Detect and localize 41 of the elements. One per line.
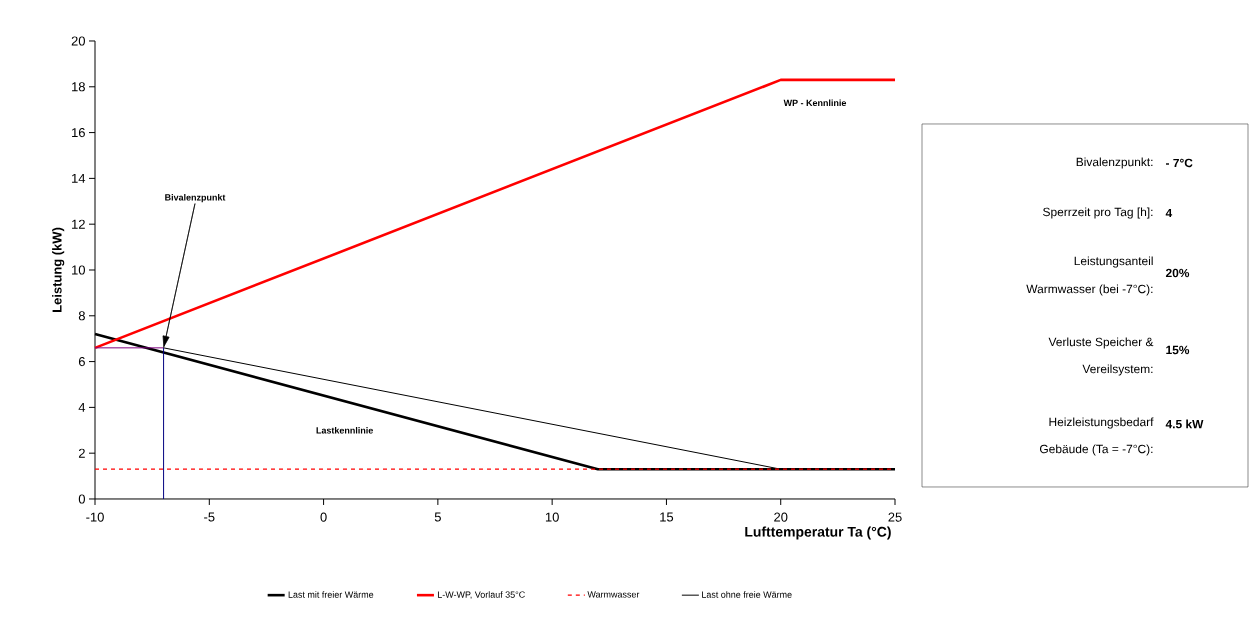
y-tick-label: 14 bbox=[72, 173, 86, 183]
y-tick-label: 6 bbox=[78, 357, 85, 367]
x-tick-label: -10 bbox=[86, 512, 104, 522]
y-tick-label: 20 bbox=[71, 36, 85, 46]
annotation: Bivalenzpunkt bbox=[165, 194, 226, 203]
text: Verluste Speicher & bbox=[1048, 337, 1154, 349]
legend-label: Last mit freier Wärme bbox=[288, 591, 374, 598]
x-tick-label: 20 bbox=[774, 512, 788, 522]
text: 20% bbox=[1165, 268, 1190, 278]
text: Gebäude (Ta = -7°C): bbox=[1040, 444, 1153, 456]
x-axis-title: Lufttemperatur Ta (°C) bbox=[745, 526, 891, 540]
x-tick-label: 25 bbox=[888, 512, 902, 522]
y-tick-label: 4 bbox=[78, 402, 86, 412]
annotation: WP - Kennlinie bbox=[783, 99, 847, 107]
y-tick-label: 2 bbox=[78, 448, 85, 458]
y-tick-label: 10 bbox=[72, 265, 85, 275]
y-tick-label: 12 bbox=[72, 219, 85, 229]
y-tick-label: 8 bbox=[78, 311, 85, 321]
x-tick-label: -5 bbox=[204, 512, 215, 522]
y-axis-title: Leistung (kW) bbox=[52, 227, 65, 312]
annotation: Lastkennlinie bbox=[316, 426, 373, 434]
y-tick-label: 18 bbox=[72, 82, 85, 92]
text: Leistungsanteil bbox=[1074, 256, 1153, 268]
y-tick-label: 0 bbox=[78, 494, 85, 504]
legend-label: Last ohne freie Wärme bbox=[702, 591, 792, 598]
text: 4.5 kW bbox=[1165, 419, 1204, 429]
legend-label: Warmwasser bbox=[587, 591, 640, 598]
text: Heizleistungsbedarf bbox=[1049, 417, 1154, 429]
text: Sperrzeit pro Tag [h]: bbox=[1043, 207, 1153, 219]
x-tick-label: 10 bbox=[545, 512, 559, 522]
x-tick-label: 15 bbox=[660, 512, 674, 522]
x-tick-label: 5 bbox=[434, 512, 441, 522]
text: Vereilsystem: bbox=[1082, 364, 1153, 376]
y-tick-label: 16 bbox=[72, 127, 85, 138]
x-tick-label: 0 bbox=[320, 512, 327, 522]
text: Warmwasser (bei -7°C): bbox=[1026, 284, 1153, 296]
text: - 7°C bbox=[1166, 158, 1193, 168]
legend-label: L-W-WP, Vorlauf 35°C bbox=[437, 591, 525, 599]
text: 4 bbox=[1165, 208, 1173, 218]
text: Bivalenzpunkt: bbox=[1076, 157, 1153, 169]
text: 15% bbox=[1166, 345, 1190, 355]
